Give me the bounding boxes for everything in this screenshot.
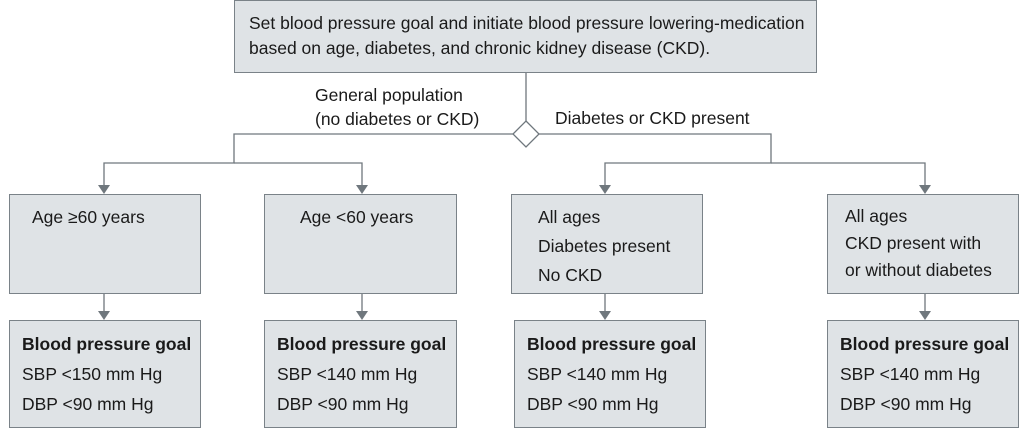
branch-label-general: General population (no diabetes or CKD) — [315, 83, 479, 131]
goal-dbp: DBP <90 mm Hg — [840, 394, 972, 414]
connector-left-branch — [103, 133, 514, 186]
condition-line: All ages — [845, 206, 908, 226]
arrowhead-cond2 — [356, 185, 368, 194]
condition-box-age-under-60: Age <60 years — [264, 194, 457, 294]
goal-sbp: SBP <140 mm Hg — [277, 364, 418, 384]
arrowhead-goal1 — [98, 311, 110, 320]
arrowhead-cond3 — [599, 185, 611, 194]
root-step-line-1: Set blood pressure goal and initiate blo… — [249, 13, 805, 33]
branch-label-general-line-2: (no diabetes or CKD) — [315, 109, 480, 129]
goal-title: Blood pressure goal — [22, 334, 192, 354]
condition-box-diabetes: All ages Diabetes present No CKD — [511, 194, 703, 294]
arrowhead-cond4 — [919, 185, 931, 194]
root-step-box: Set blood pressure goal and initiate blo… — [234, 0, 817, 73]
goal-dbp: DBP <90 mm Hg — [22, 394, 154, 414]
goal-dbp: DBP <90 mm Hg — [527, 394, 659, 414]
arrowhead-goal3 — [599, 311, 611, 320]
connector-right-sub — [771, 162, 926, 186]
arrowhead-goal2 — [356, 311, 368, 320]
condition-line: No CKD — [538, 265, 603, 285]
goal-title: Blood pressure goal — [277, 334, 447, 354]
goal-box-ckd: Blood pressure goal SBP <140 mm Hg DBP <… — [827, 320, 1019, 428]
condition-box-ckd: All ages CKD present with or without dia… — [827, 194, 1019, 294]
condition-line: Age <60 years — [300, 207, 414, 227]
branch-label-general-line-1: General population — [315, 85, 463, 105]
connector-left-sub — [234, 162, 363, 186]
condition-line: CKD present with — [845, 233, 982, 253]
condition-box-age-60-plus: Age ≥60 years — [9, 194, 201, 294]
branch-label-diabetes-ckd: Diabetes or CKD present — [555, 108, 750, 128]
goal-box-age-60-plus: Blood pressure goal SBP <150 mm Hg DBP <… — [9, 320, 201, 428]
goal-dbp: DBP <90 mm Hg — [277, 394, 409, 414]
condition-line: All ages — [538, 207, 601, 227]
goal-sbp: SBP <140 mm Hg — [527, 364, 668, 384]
arrowhead-cond1 — [98, 185, 110, 194]
goal-title: Blood pressure goal — [527, 334, 697, 354]
root-step-line-2: based on age, diabetes, and chronic kidn… — [249, 38, 711, 58]
goal-title: Blood pressure goal — [840, 334, 1010, 354]
goal-sbp: SBP <140 mm Hg — [840, 364, 981, 384]
condition-line: Diabetes present — [538, 236, 671, 256]
decision-diamond — [512, 120, 540, 148]
goal-box-age-under-60: Blood pressure goal SBP <140 mm Hg DBP <… — [264, 320, 457, 428]
connector-right-branch — [538, 133, 772, 186]
goal-box-diabetes: Blood pressure goal SBP <140 mm Hg DBP <… — [514, 320, 706, 428]
arrowhead-goal4 — [919, 311, 931, 320]
condition-line: or without diabetes — [845, 260, 992, 280]
condition-line: Age ≥60 years — [32, 207, 145, 227]
goal-sbp: SBP <150 mm Hg — [22, 364, 163, 384]
